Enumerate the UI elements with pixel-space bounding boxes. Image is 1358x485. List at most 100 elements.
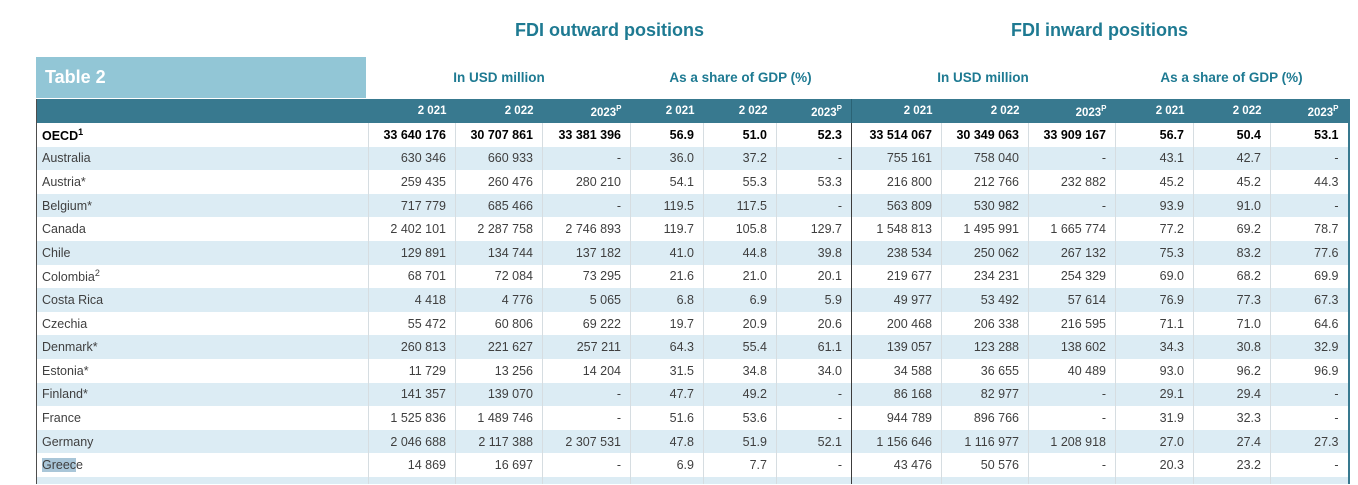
value-cell: 530 982	[941, 193, 1029, 218]
value-cell: 630 346	[368, 146, 456, 171]
value-cell: 257 211	[542, 335, 631, 359]
table-row: Belgium* 717 779 685 466-119.5 117.5-563 80…	[36, 193, 1349, 218]
country-cell: Chile	[36, 240, 369, 265]
value-cell: 86 168	[851, 382, 942, 407]
table-row: Estonia* 11 729 13 256 14 204 31.5 34.8 34.0 34…	[36, 358, 1349, 383]
value-cell: 40 489	[1028, 358, 1116, 383]
value-cell: 67.3	[1270, 288, 1349, 312]
value-cell: 685 466	[455, 193, 543, 218]
value-cell: 33 381 396	[542, 123, 631, 147]
value-cell: 60 806	[455, 311, 543, 336]
value-cell: 68 701	[368, 264, 456, 289]
value-cell: 139 057	[851, 335, 942, 359]
value-cell: 31.9	[1115, 406, 1194, 430]
value-cell: 54.1	[630, 170, 704, 194]
value-cell: 43.1	[1115, 146, 1194, 171]
value-cell: 254 329	[1028, 264, 1116, 289]
country-cell: Belgium*	[36, 193, 369, 218]
value-cell: 47.8	[630, 429, 704, 454]
value-cell: 50.4	[1193, 123, 1271, 147]
table-row: Chile 129 891 134 744 137 182 41.0 44.8 39.8 23…	[36, 240, 1349, 265]
value-cell: 47.7	[630, 382, 704, 407]
year-header-out-gdp-2022: 2 022	[703, 99, 777, 123]
country-cell: Finland*	[36, 382, 369, 407]
value-cell: 44.8	[703, 240, 777, 265]
inward-section-title: FDI inward positions	[1010, 20, 1188, 40]
value-cell: -	[1028, 146, 1116, 171]
value-cell: 55 472	[368, 311, 456, 336]
value-cell: 5 065	[542, 288, 631, 312]
value-cell: 221 627	[455, 335, 543, 359]
value-cell	[542, 476, 631, 484]
value-cell: -	[776, 406, 852, 430]
value-cell: 21.6	[630, 264, 704, 289]
value-cell: 129.7	[776, 217, 852, 241]
country-cell: Denmark*	[36, 335, 369, 359]
country-cell	[36, 476, 369, 484]
value-cell: 216 595	[1028, 311, 1116, 336]
year-header-out-gdp-2021: 2 021	[630, 99, 704, 123]
value-cell	[368, 476, 456, 484]
value-cell: 29.1	[1115, 382, 1194, 407]
country-column-header	[36, 99, 369, 123]
table-row: Colombia2 68 701 72 084 73 295 21.6 21.0 20.1 2…	[36, 264, 1349, 289]
value-cell: 944 789	[851, 406, 942, 430]
value-cell: 105.8	[703, 217, 777, 241]
value-cell: -	[542, 406, 631, 430]
year-label: 2023	[590, 106, 617, 119]
value-cell: -	[1028, 382, 1116, 407]
value-cell: 42.7	[1193, 146, 1271, 171]
value-cell: 1 548 813	[851, 217, 942, 241]
value-cell: 660 933	[455, 146, 543, 171]
value-cell: -	[542, 193, 631, 218]
value-cell: 96.9	[1270, 358, 1349, 383]
value-cell: 16 697	[455, 453, 543, 477]
value-cell: 6.9	[703, 288, 777, 312]
value-cell: 34.8	[703, 358, 777, 383]
value-cell: 49.2	[703, 382, 777, 407]
value-cell: 71.1	[1115, 311, 1194, 336]
value-cell: 39.8	[776, 240, 852, 265]
value-cell: 119.7	[630, 217, 704, 241]
country-cell: Colombia2	[36, 264, 369, 289]
table-row: Austria* 259 435 260 476 280 210 54.1 55.3 53.…	[36, 170, 1349, 194]
value-cell: 75.3	[1115, 240, 1194, 265]
value-cell: 69.2	[1193, 217, 1271, 241]
value-cell: 53.1	[1270, 123, 1349, 147]
value-cell: 32.3	[1193, 406, 1271, 430]
footnote-marker: 1	[78, 126, 84, 137]
value-cell: 27.4	[1193, 429, 1271, 454]
year-header-in-usd-2023p: 2023P	[1028, 99, 1116, 123]
value-cell: 64.6	[1270, 311, 1349, 336]
value-cell: 56.7	[1115, 123, 1194, 147]
value-cell: 37.2	[703, 146, 777, 171]
value-cell: 55.3	[703, 170, 777, 194]
value-cell: 139 070	[455, 382, 543, 407]
value-cell: 83.2	[1193, 240, 1271, 265]
value-cell: 216 800	[851, 170, 942, 194]
value-cell: 1 156 646	[851, 429, 942, 454]
value-cell: 21.0	[703, 264, 777, 289]
value-cell: 32.9	[1270, 335, 1349, 359]
value-cell: 53.3	[776, 170, 852, 194]
value-cell: 41.0	[630, 240, 704, 265]
value-cell: 27.0	[1115, 429, 1194, 454]
value-cell: 123 288	[941, 335, 1029, 359]
country-cell: Austria*	[36, 170, 369, 194]
value-cell	[776, 476, 852, 484]
table-number-label: Table 2	[36, 57, 366, 98]
value-cell: 69 222	[542, 311, 631, 336]
value-cell: 52.1	[776, 429, 852, 454]
value-cell: 34 588	[851, 358, 942, 383]
table-row: Australia 630 346 660 933-36.0 37.2-755 161…	[36, 146, 1349, 171]
value-cell: 77.3	[1193, 288, 1271, 312]
value-cell: 36.0	[630, 146, 704, 171]
year-header-row: 2 021 2 022 2023P 2 021 2 022 2023P 2 02…	[36, 99, 1349, 123]
value-cell: 33 514 067	[851, 123, 942, 147]
value-cell: -	[542, 146, 631, 171]
value-cell: 2 117 388	[455, 429, 543, 454]
value-cell: 117.5	[703, 193, 777, 218]
value-cell	[1028, 476, 1116, 484]
year-header-in-usd-2022: 2 022	[941, 99, 1029, 123]
projection-flag: P	[836, 103, 842, 113]
